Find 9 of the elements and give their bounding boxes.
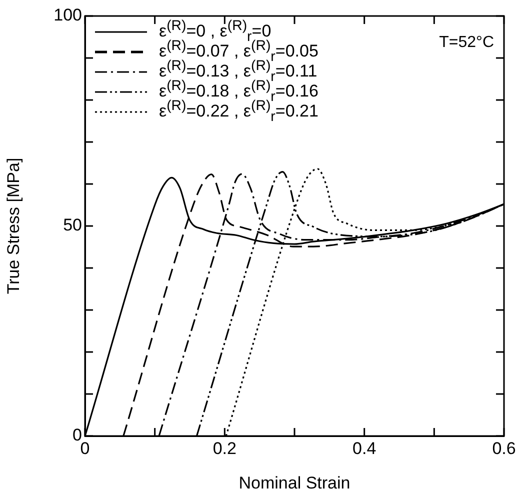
x-tick-label: 0.6: [492, 438, 516, 458]
x-axis-title: Nominal Strain: [238, 473, 350, 492]
y-tick-label: 0: [72, 426, 82, 445]
y-tick-label: 50: [63, 216, 82, 235]
x-tick-label: 0.2: [212, 438, 236, 458]
y-axis-title: True Stress [MPa]: [4, 158, 23, 294]
y-tick-label: 100: [54, 6, 82, 25]
x-tick-label: 0.4: [352, 438, 376, 458]
annotation: T=52°C: [439, 34, 494, 52]
